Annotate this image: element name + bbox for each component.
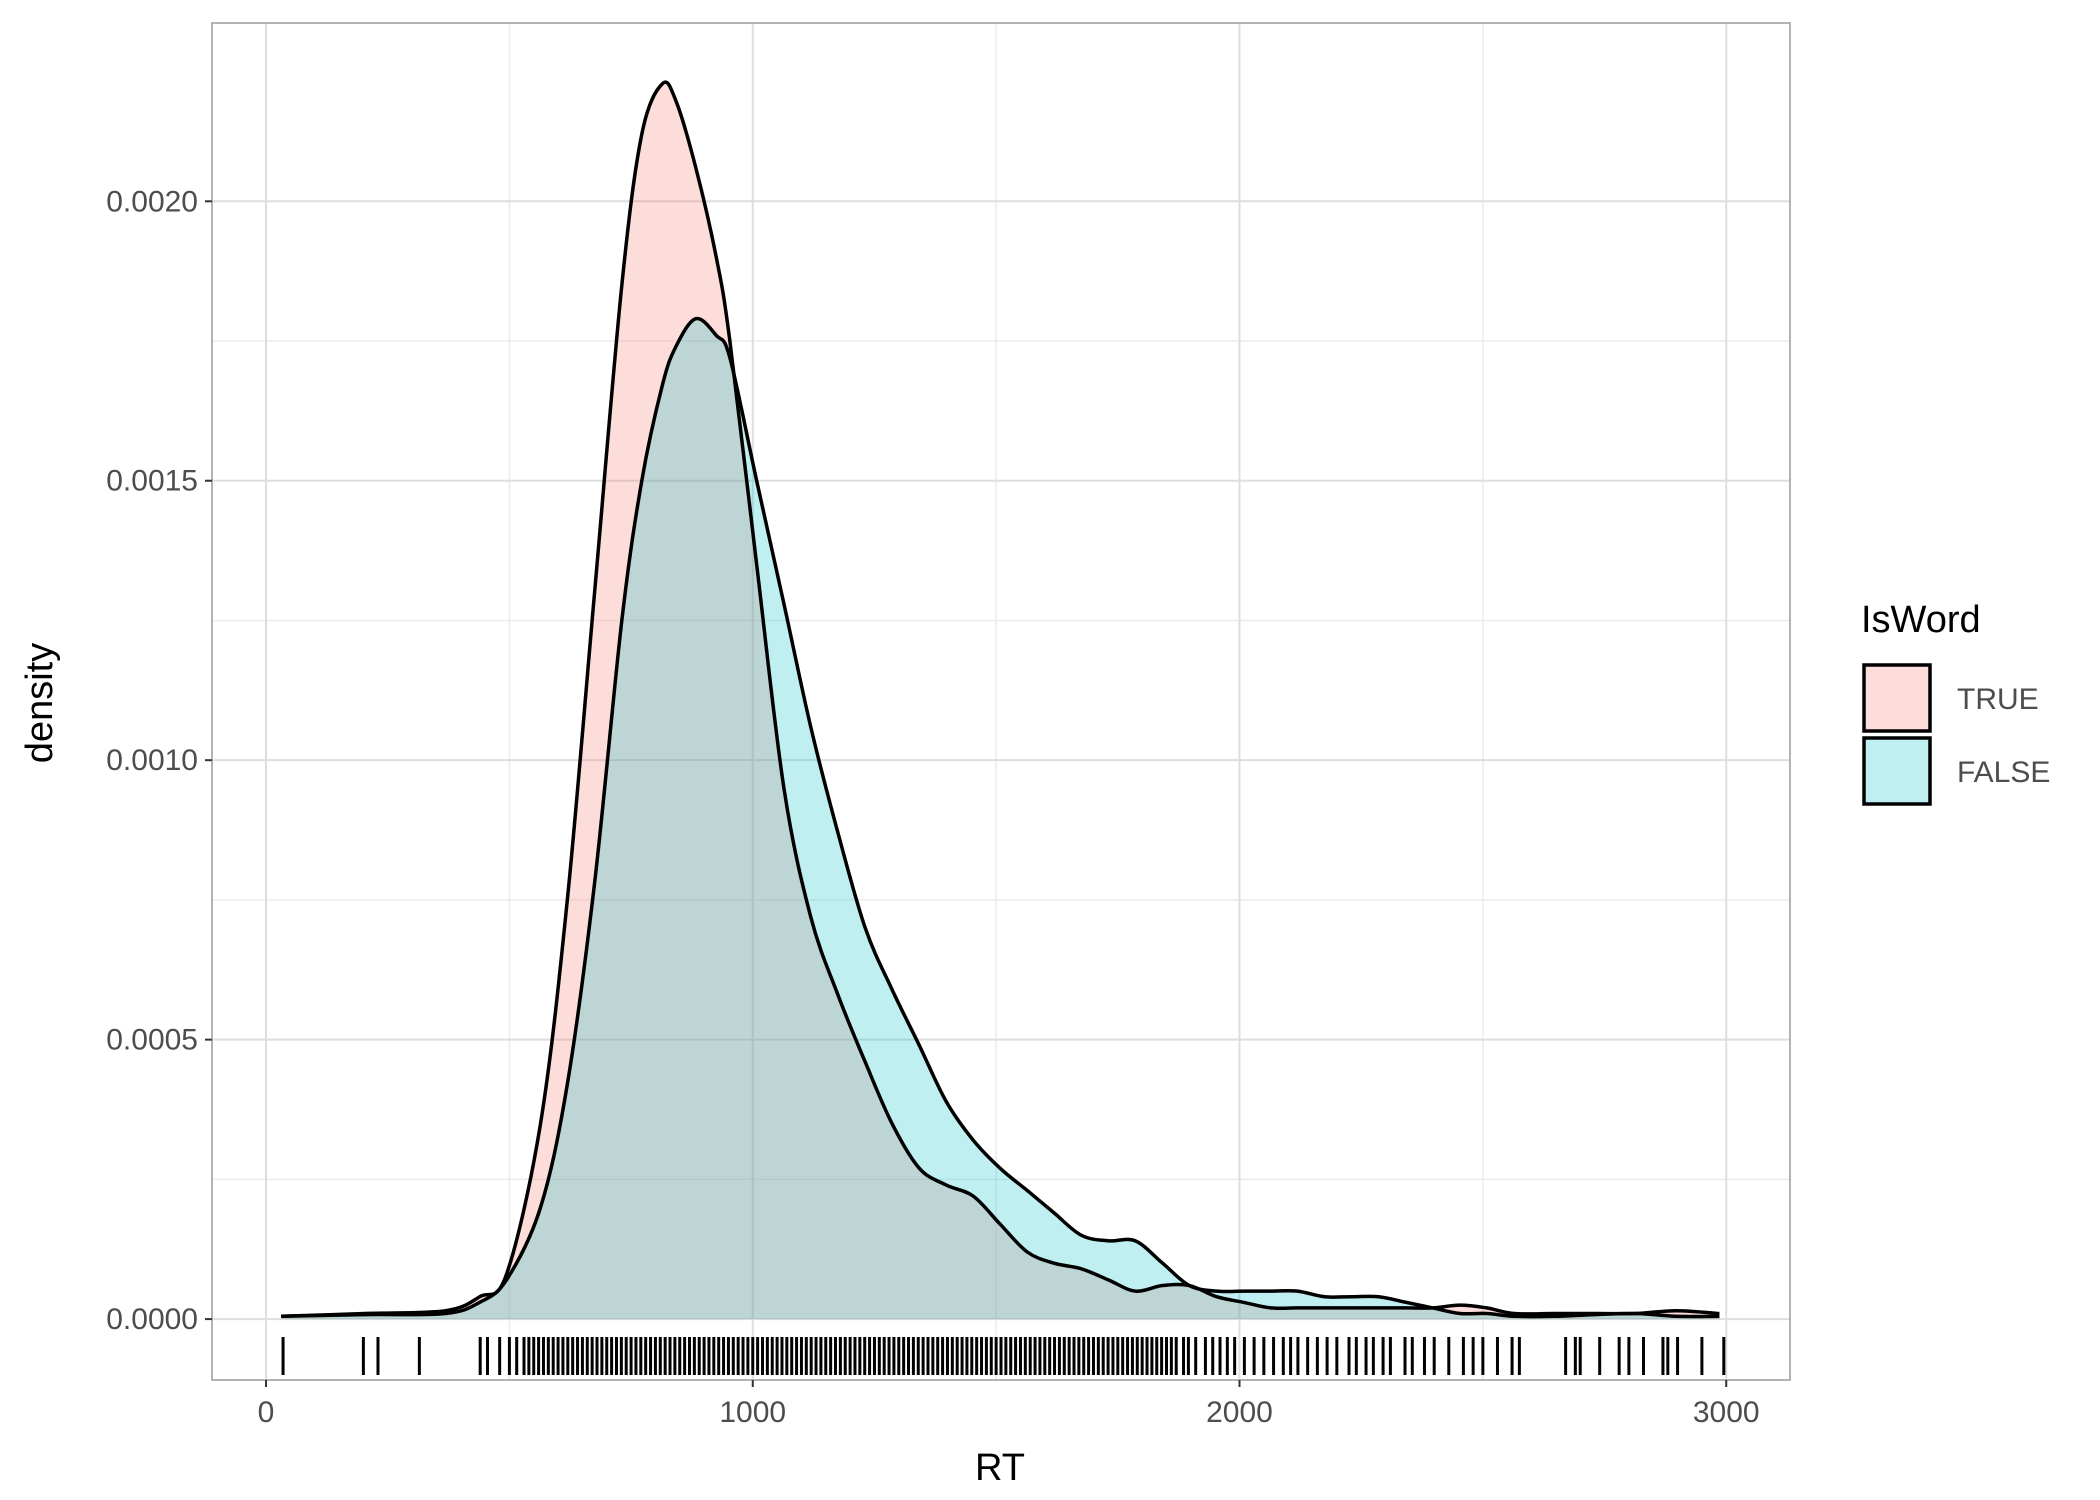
x-axis-title: RT xyxy=(975,1447,1025,1489)
y-tick-label: 0.0005 xyxy=(106,1024,198,1057)
legend-label: FALSE xyxy=(1957,756,2050,789)
y-axis-title: density xyxy=(19,643,61,763)
legend-title: IsWord xyxy=(1861,599,1981,641)
x-tick-label: 3000 xyxy=(1693,1396,1760,1429)
y-tick-label: 0.0010 xyxy=(106,744,198,777)
density-line xyxy=(281,80,1720,1319)
legend-key xyxy=(1862,736,1932,806)
density-line xyxy=(281,316,1720,1319)
y-tick-label: 0.0015 xyxy=(106,465,198,498)
x-tick-label: 2000 xyxy=(1206,1396,1273,1429)
x-tick-label: 1000 xyxy=(719,1396,786,1429)
panel-border xyxy=(211,22,1791,1381)
y-tick-label: 0.0020 xyxy=(106,185,198,218)
grid xyxy=(212,23,1790,1380)
x-tick-label: 0 xyxy=(258,1396,275,1429)
legend-key xyxy=(1864,738,1930,804)
density-area xyxy=(281,318,1720,1320)
density-area xyxy=(281,82,1720,1320)
plot-area xyxy=(281,80,1726,1375)
legend-key xyxy=(1862,663,1932,733)
legend-label: TRUE xyxy=(1957,683,2039,716)
legend: IsWord TRUE FALSE xyxy=(1861,599,2050,806)
y-tick-label: 0.0000 xyxy=(106,1303,198,1336)
legend-key xyxy=(1864,665,1930,731)
